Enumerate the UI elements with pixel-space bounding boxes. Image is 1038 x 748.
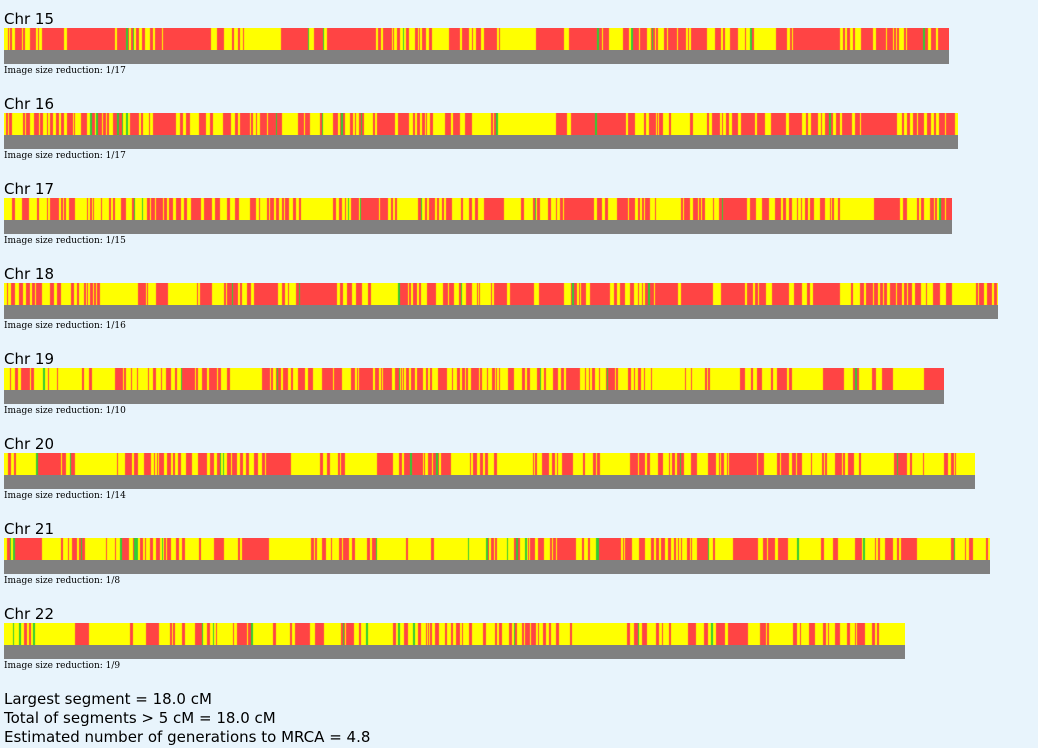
match-strip [4,198,952,220]
baseline-bar [4,560,990,574]
chromosome-comparison-bar [4,283,998,319]
match-strip [4,28,949,50]
chromosome-comparison-bar [4,623,905,659]
chromosome-title: Chr 21 [4,520,55,538]
chromosome-comparison-bar [4,538,990,574]
largest-segment-text: Largest segment = 18.0 cM [4,690,212,708]
image-size-reduction: Image size reduction: 1/17 [4,66,126,76]
image-size-reduction: Image size reduction: 1/8 [4,576,121,586]
summary-panel: Largest segment = 18.0 cM Total of segme… [4,690,370,747]
image-size-reduction: Image size reduction: 1/17 [4,151,126,161]
chromosome-title: Chr 22 [4,605,55,623]
match-strip [4,368,944,390]
chromosome-comparison-bar [4,113,958,149]
baseline-bar [4,135,958,149]
chromosome-title: Chr 16 [4,95,55,113]
chromosome-comparison-bar [4,28,949,64]
chromosome-title: Chr 19 [4,350,55,368]
chromosome-title: Chr 20 [4,435,55,453]
image-size-reduction: Image size reduction: 1/16 [4,321,126,331]
total-segments-text: Total of segments > 5 cM = 18.0 cM [4,709,276,727]
chromosome-title: Chr 18 [4,265,55,283]
match-strip [4,283,998,305]
image-size-reduction: Image size reduction: 1/10 [4,406,126,416]
chromosome-comparison-bar [4,453,975,489]
baseline-bar [4,645,905,659]
match-strip [4,623,905,645]
match-strip [4,538,990,560]
image-size-reduction: Image size reduction: 1/15 [4,236,126,246]
chromosome-title: Chr 17 [4,180,55,198]
baseline-bar [4,390,944,404]
baseline-bar [4,220,952,234]
chromosome-title: Chr 15 [4,10,55,28]
baseline-bar [4,475,975,489]
match-strip [4,453,975,475]
baseline-bar [4,50,949,64]
image-size-reduction: Image size reduction: 1/14 [4,491,126,501]
chromosome-comparison-bar [4,198,952,234]
baseline-bar [4,305,998,319]
generations-estimate-text: Estimated number of generations to MRCA … [4,728,371,746]
chromosome-comparison-bar [4,368,944,404]
match-strip [4,113,958,135]
image-size-reduction: Image size reduction: 1/9 [4,661,121,671]
